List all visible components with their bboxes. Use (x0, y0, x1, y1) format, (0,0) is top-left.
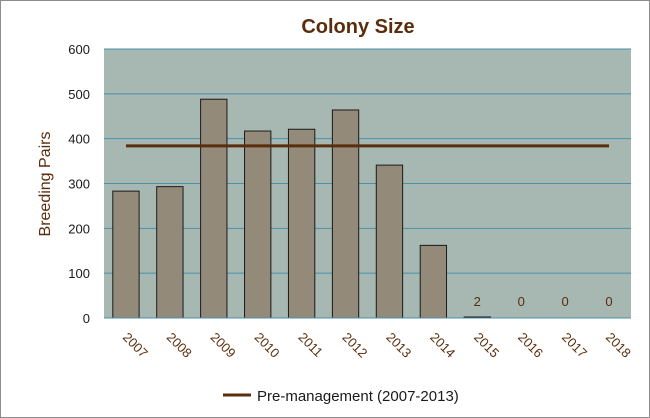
bar (331, 109, 360, 319)
y-tick-label: 200 (68, 221, 90, 236)
chart-title: Colony Size (301, 16, 414, 38)
x-tick-label: 2015 (471, 330, 502, 361)
bar (112, 190, 140, 319)
y-axis-label: Breeding Pairs (37, 132, 54, 237)
x-tick-label: 2010 (252, 330, 283, 361)
bar (375, 164, 404, 319)
x-tick-label: 2012 (339, 330, 370, 361)
bar (419, 244, 448, 319)
x-tick-label: 2011 (296, 330, 326, 360)
x-tick-label: 2014 (427, 330, 458, 361)
data-label: 0 (518, 294, 525, 309)
x-tick-label: 2008 (164, 330, 195, 361)
x-tick-label: 2009 (208, 330, 239, 361)
y-tick-label: 600 (68, 42, 90, 57)
data-label: 2 (474, 294, 481, 309)
legend-label: Pre-management (2007-2013) (257, 388, 459, 405)
y-tick-label: 100 (68, 266, 90, 281)
y-tick-label: 0 (83, 311, 90, 326)
data-label: 0 (562, 294, 569, 309)
y-tick-label: 300 (68, 177, 90, 192)
data-label: 0 (605, 294, 612, 309)
x-tick-label: 2007 (120, 330, 151, 361)
x-tick-label: 2018 (603, 330, 634, 361)
x-tick-label: 2013 (383, 330, 414, 361)
y-tick-label: 400 (68, 132, 90, 147)
x-tick-label: 2016 (515, 330, 546, 361)
x-tick-label: 2017 (559, 330, 590, 361)
y-tick-label: 500 (68, 87, 90, 102)
bar (287, 128, 316, 319)
legend: Pre-management (2007-2013) (223, 388, 459, 405)
bar (244, 130, 272, 319)
bar (156, 186, 184, 319)
bar (200, 98, 228, 319)
